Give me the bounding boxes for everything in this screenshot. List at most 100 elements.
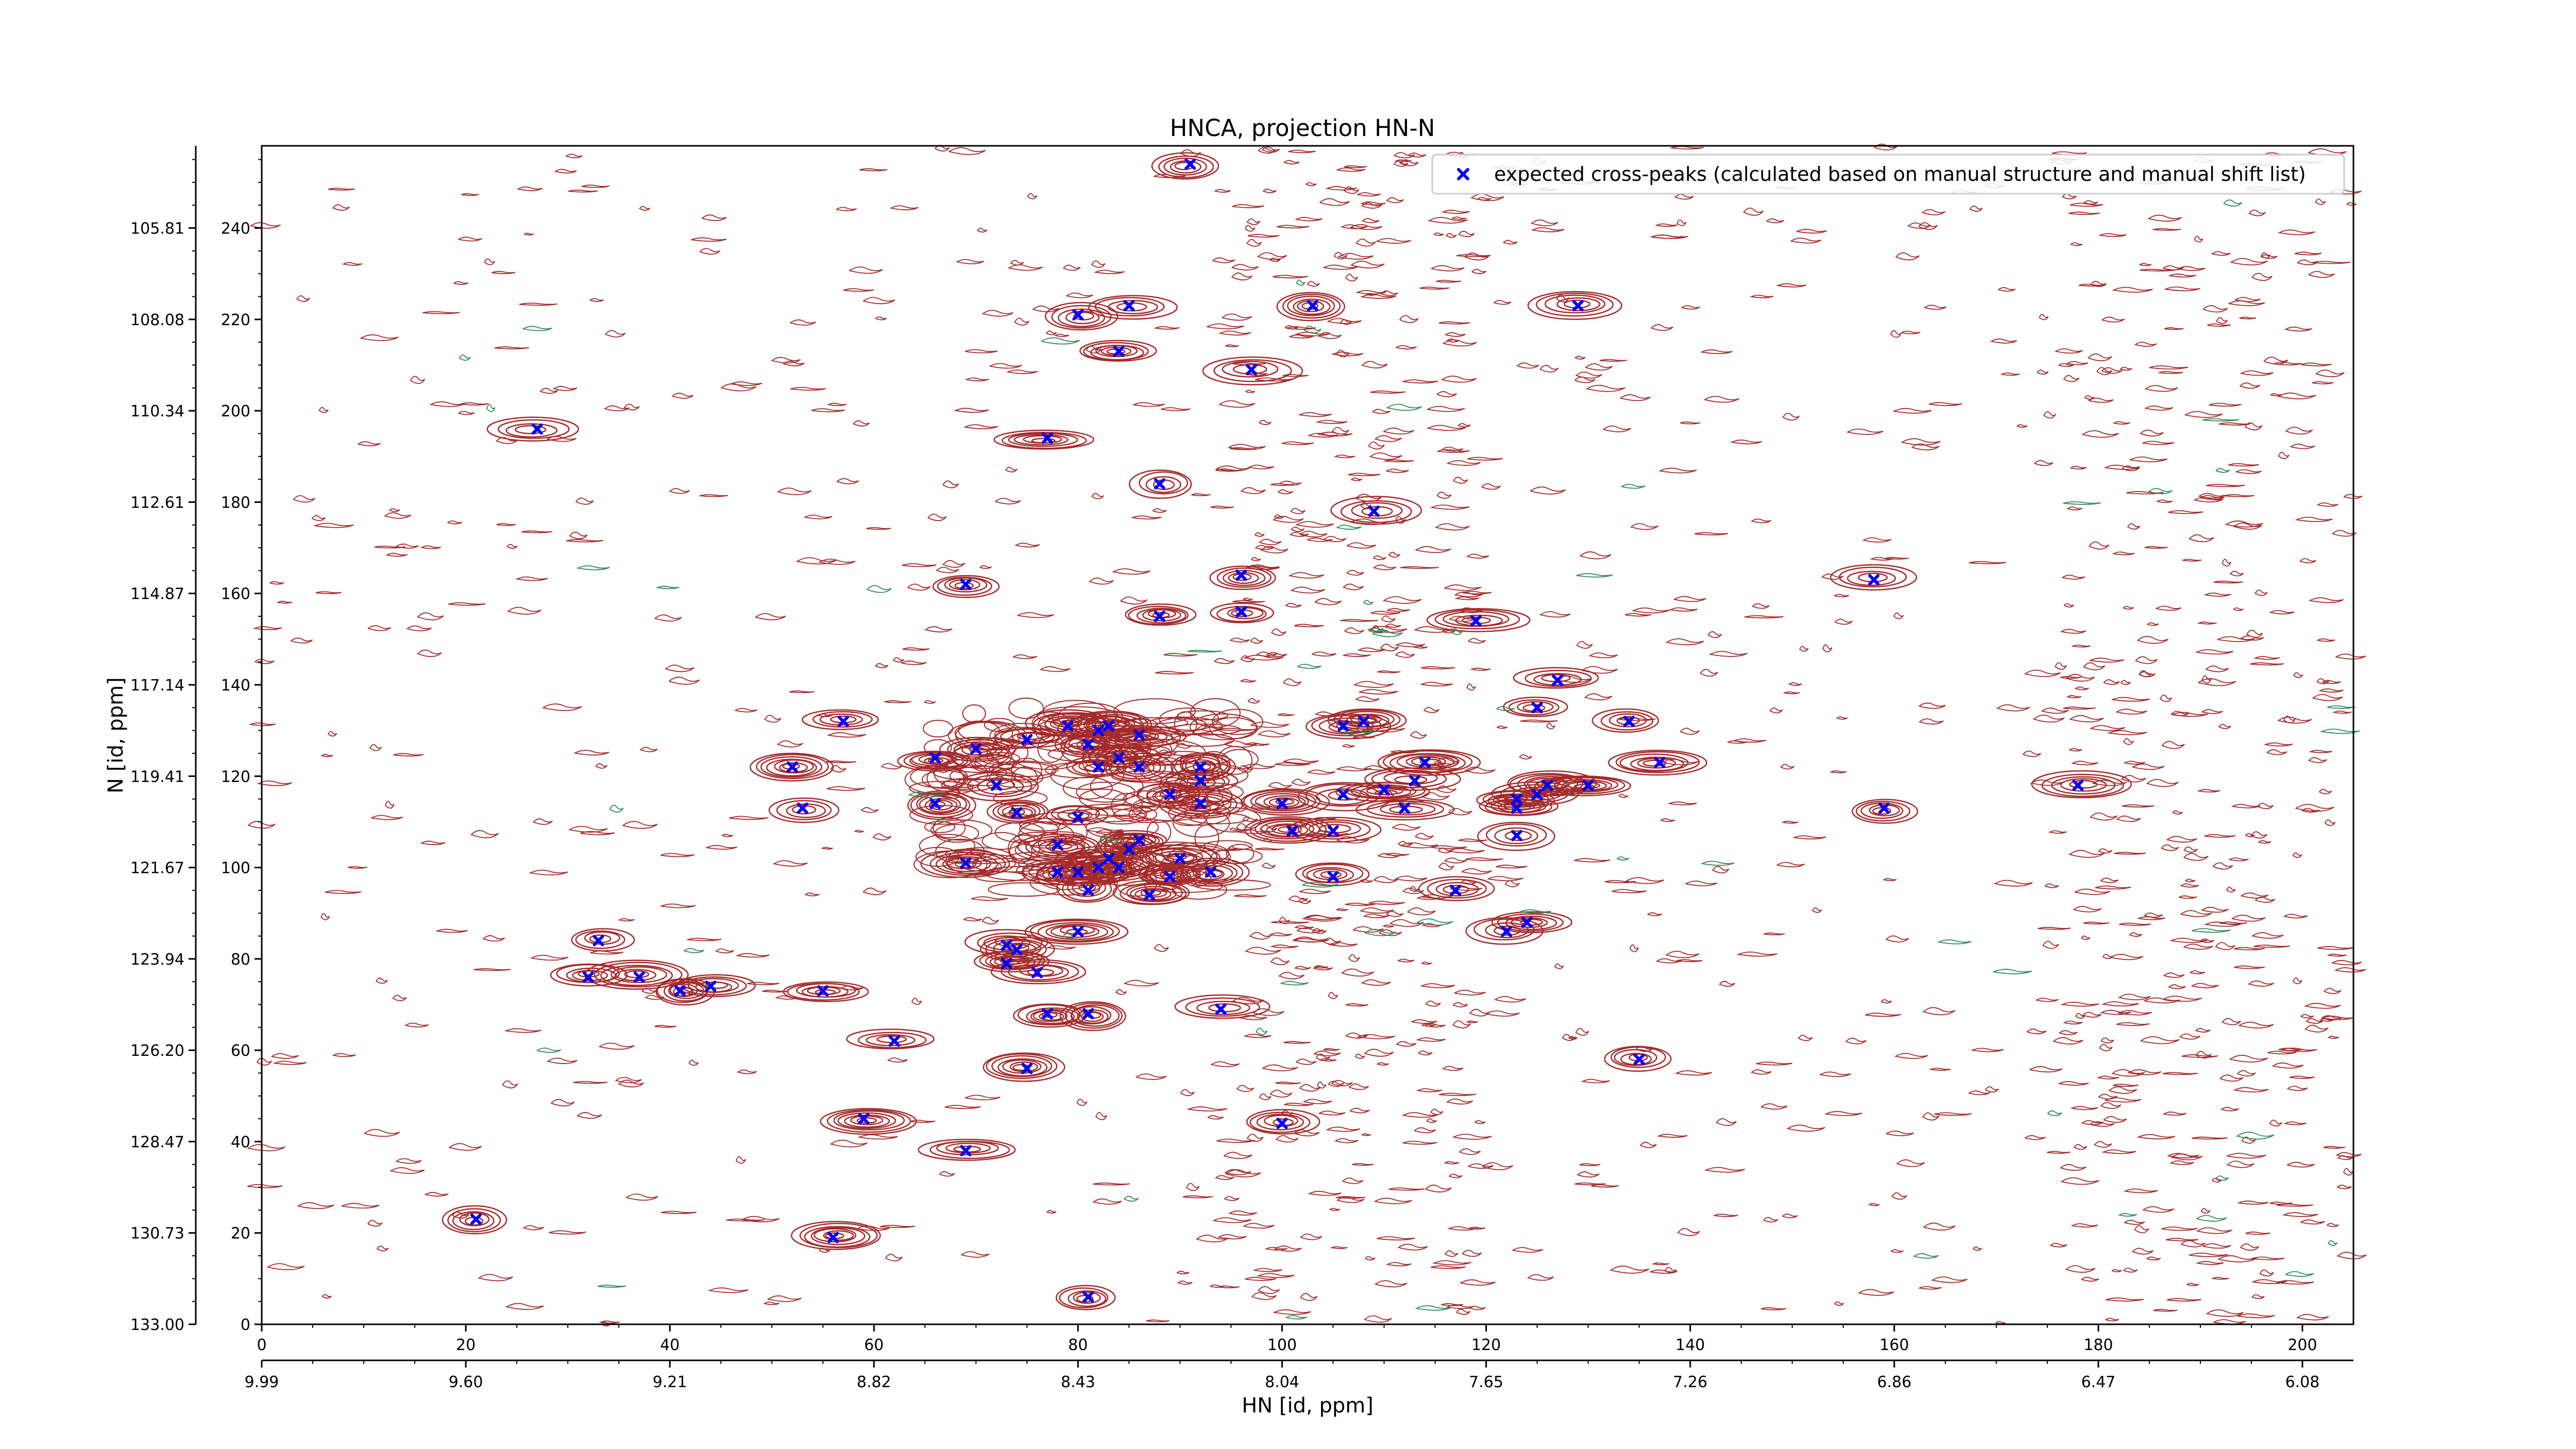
cluster-contour	[1056, 819, 1088, 846]
cross-peak-marker	[1195, 798, 1207, 810]
peak-contour	[997, 802, 1041, 820]
cluster-contour	[1221, 749, 1259, 770]
noise-contour	[688, 1059, 699, 1066]
noise-contour	[1766, 218, 1784, 224]
noise-contour	[2117, 1010, 2152, 1016]
noise-contour	[2120, 366, 2132, 371]
noise-contour	[1923, 1222, 1956, 1231]
x-axis-ppm: 9.99 9.60 9.21 8.82 8.43 8.04 7.65 7.26 6.86 6.47…	[245, 1359, 2353, 1391]
noise-contour	[1364, 929, 1396, 936]
noise-contour	[2123, 738, 2134, 745]
noise-contour	[690, 237, 727, 242]
noise-contour	[2168, 273, 2196, 278]
noise-contour	[1760, 1307, 1787, 1310]
noise-contour	[1438, 1092, 1477, 1097]
noise-contour	[2047, 1110, 2062, 1117]
peak-contour	[1044, 302, 1118, 331]
noise-contour	[1476, 197, 1492, 201]
peak-contour	[936, 1141, 999, 1156]
y-index-tick-label: 20	[231, 1225, 250, 1243]
noise-contour	[1425, 1185, 1452, 1193]
noise-contour	[1283, 160, 1300, 165]
noise-contour	[1349, 224, 1383, 230]
peak-contour	[442, 1205, 507, 1235]
noise-contour	[1420, 894, 1452, 899]
x-index-tick-label: 200	[2287, 1336, 2317, 1354]
noise-contour	[1281, 441, 1314, 445]
noise-contour	[1819, 1071, 1851, 1077]
peak-contour	[766, 759, 817, 777]
noise-contour	[1466, 553, 1489, 559]
peak-contour	[1513, 667, 1599, 689]
noise-contour	[1482, 1162, 1514, 1170]
noise-contour	[1344, 165, 1367, 169]
noise-contour	[1224, 1169, 1251, 1175]
noise-contour	[1046, 1210, 1057, 1214]
noise-contour	[1833, 594, 1850, 598]
noise-contour	[1502, 240, 1518, 245]
noise-contour	[1232, 204, 1264, 208]
noise-contour	[2328, 1240, 2338, 1246]
noise-contour	[2233, 607, 2244, 611]
peak-contour	[1240, 788, 1330, 816]
noise-contour	[2097, 848, 2113, 854]
noise-contour	[1359, 907, 1394, 914]
noise-contour	[1086, 345, 1102, 353]
peak-contour	[1067, 878, 1107, 897]
noise-contour	[1599, 359, 1628, 362]
peak-contour	[760, 756, 823, 778]
noise-contour	[2343, 494, 2363, 499]
noise-contour	[1751, 518, 1772, 524]
noise-contour	[2063, 1020, 2083, 1025]
noise-contour	[1355, 239, 1376, 247]
cluster-contour	[1190, 698, 1241, 728]
noise-contour	[266, 1263, 305, 1270]
x-index-tick-label: 140	[1675, 1336, 1705, 1354]
noise-contour	[1822, 644, 1833, 652]
noise-contour	[715, 948, 734, 954]
noise-contour	[1407, 153, 1427, 158]
y-ppm-tick-label: 128.47	[130, 1133, 184, 1151]
noise-contour	[461, 193, 479, 196]
noise-contour	[1459, 1279, 1496, 1286]
noise-contour	[1348, 1083, 1369, 1090]
noise-contour	[1444, 857, 1467, 864]
cross-peak-marker	[1511, 830, 1522, 841]
noise-contour	[2326, 953, 2347, 957]
noise-contour	[1529, 486, 1566, 495]
x-index-tick-label: 0	[257, 1336, 266, 1354]
noise-contour	[1274, 1245, 1302, 1252]
noise-contour	[2129, 932, 2143, 937]
noise-contour	[1676, 219, 1687, 226]
noise-contour	[2226, 1153, 2266, 1159]
peak-contour	[1243, 789, 1321, 814]
noise-contour	[934, 764, 957, 769]
peak-contour	[1122, 761, 1155, 775]
noise-contour	[907, 583, 931, 591]
noise-contour	[522, 326, 553, 331]
noise-contour	[1094, 269, 1125, 274]
noise-contour	[568, 825, 608, 833]
noise-contour	[249, 222, 281, 229]
noise-contour	[1918, 718, 1944, 725]
noise-contour	[1085, 827, 1123, 833]
noise-contour	[659, 903, 696, 908]
noise-contour	[2043, 411, 2056, 419]
peak-contour	[774, 759, 814, 774]
noise-contour	[2060, 629, 2087, 634]
noise-contour	[2162, 1072, 2198, 1075]
cluster-contour	[1098, 874, 1153, 886]
noise-contour	[2083, 921, 2110, 924]
noise-contour	[320, 913, 330, 920]
noise-contour	[2055, 662, 2067, 670]
noise-contour	[618, 1080, 645, 1088]
cross-peak-marker	[1021, 1063, 1033, 1074]
noise-contour	[2211, 251, 2231, 256]
noise-contour	[2024, 669, 2061, 677]
legend-marker-glyph	[1457, 168, 1469, 180]
noise-contour	[451, 1211, 469, 1219]
noise-contour	[665, 664, 694, 672]
noise-contour	[1340, 619, 1379, 622]
noise-contour	[273, 1060, 307, 1065]
cross-peak-marker	[1215, 1003, 1227, 1015]
